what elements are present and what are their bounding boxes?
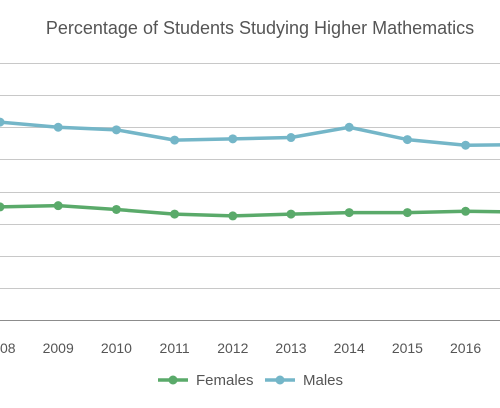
- data-point-females: [402, 208, 412, 218]
- data-point-males: [228, 134, 238, 144]
- data-point-females: [228, 211, 238, 221]
- x-tick-label: 2010: [101, 340, 132, 356]
- x-tick-label: 2016: [450, 340, 481, 356]
- x-tick-label: 2012: [217, 340, 248, 356]
- data-point-males: [402, 135, 412, 145]
- x-tick-label: 2008: [0, 340, 16, 356]
- series-layer: [0, 117, 500, 221]
- data-point-males: [170, 135, 180, 145]
- legend-label-females: Females: [196, 372, 254, 389]
- series-line-males: [0, 120, 500, 147]
- x-tick-label: 2014: [334, 340, 365, 356]
- x-tick-label: 2015: [392, 340, 423, 356]
- x-tick-label: 2009: [43, 340, 74, 356]
- data-point-females: [344, 208, 354, 218]
- data-point-males: [53, 122, 63, 132]
- data-point-females: [461, 206, 471, 216]
- data-point-males: [0, 117, 5, 127]
- gridlines: [0, 63, 500, 321]
- data-point-females: [0, 202, 5, 212]
- data-point-males: [344, 122, 354, 132]
- series-line-females: [0, 203, 500, 218]
- legend-marker-males: [275, 375, 285, 385]
- x-tick-label: 2011: [160, 340, 190, 356]
- legend: Females Males: [158, 372, 343, 389]
- legend-marker-females: [168, 375, 178, 385]
- data-point-males: [461, 140, 471, 150]
- data-point-males: [111, 125, 121, 135]
- data-point-females: [111, 204, 121, 214]
- x-tick-label: 2013: [275, 340, 306, 356]
- data-point-females: [170, 209, 180, 219]
- data-point-females: [53, 201, 63, 211]
- chart-title: Percentage of Students Studying Higher M…: [45, 18, 475, 38]
- data-point-females: [286, 209, 296, 219]
- x-axis-ticks: 2008200920102011201220132014201520162017: [0, 340, 481, 356]
- data-point-males: [286, 133, 296, 143]
- legend-label-males: Males: [303, 372, 343, 389]
